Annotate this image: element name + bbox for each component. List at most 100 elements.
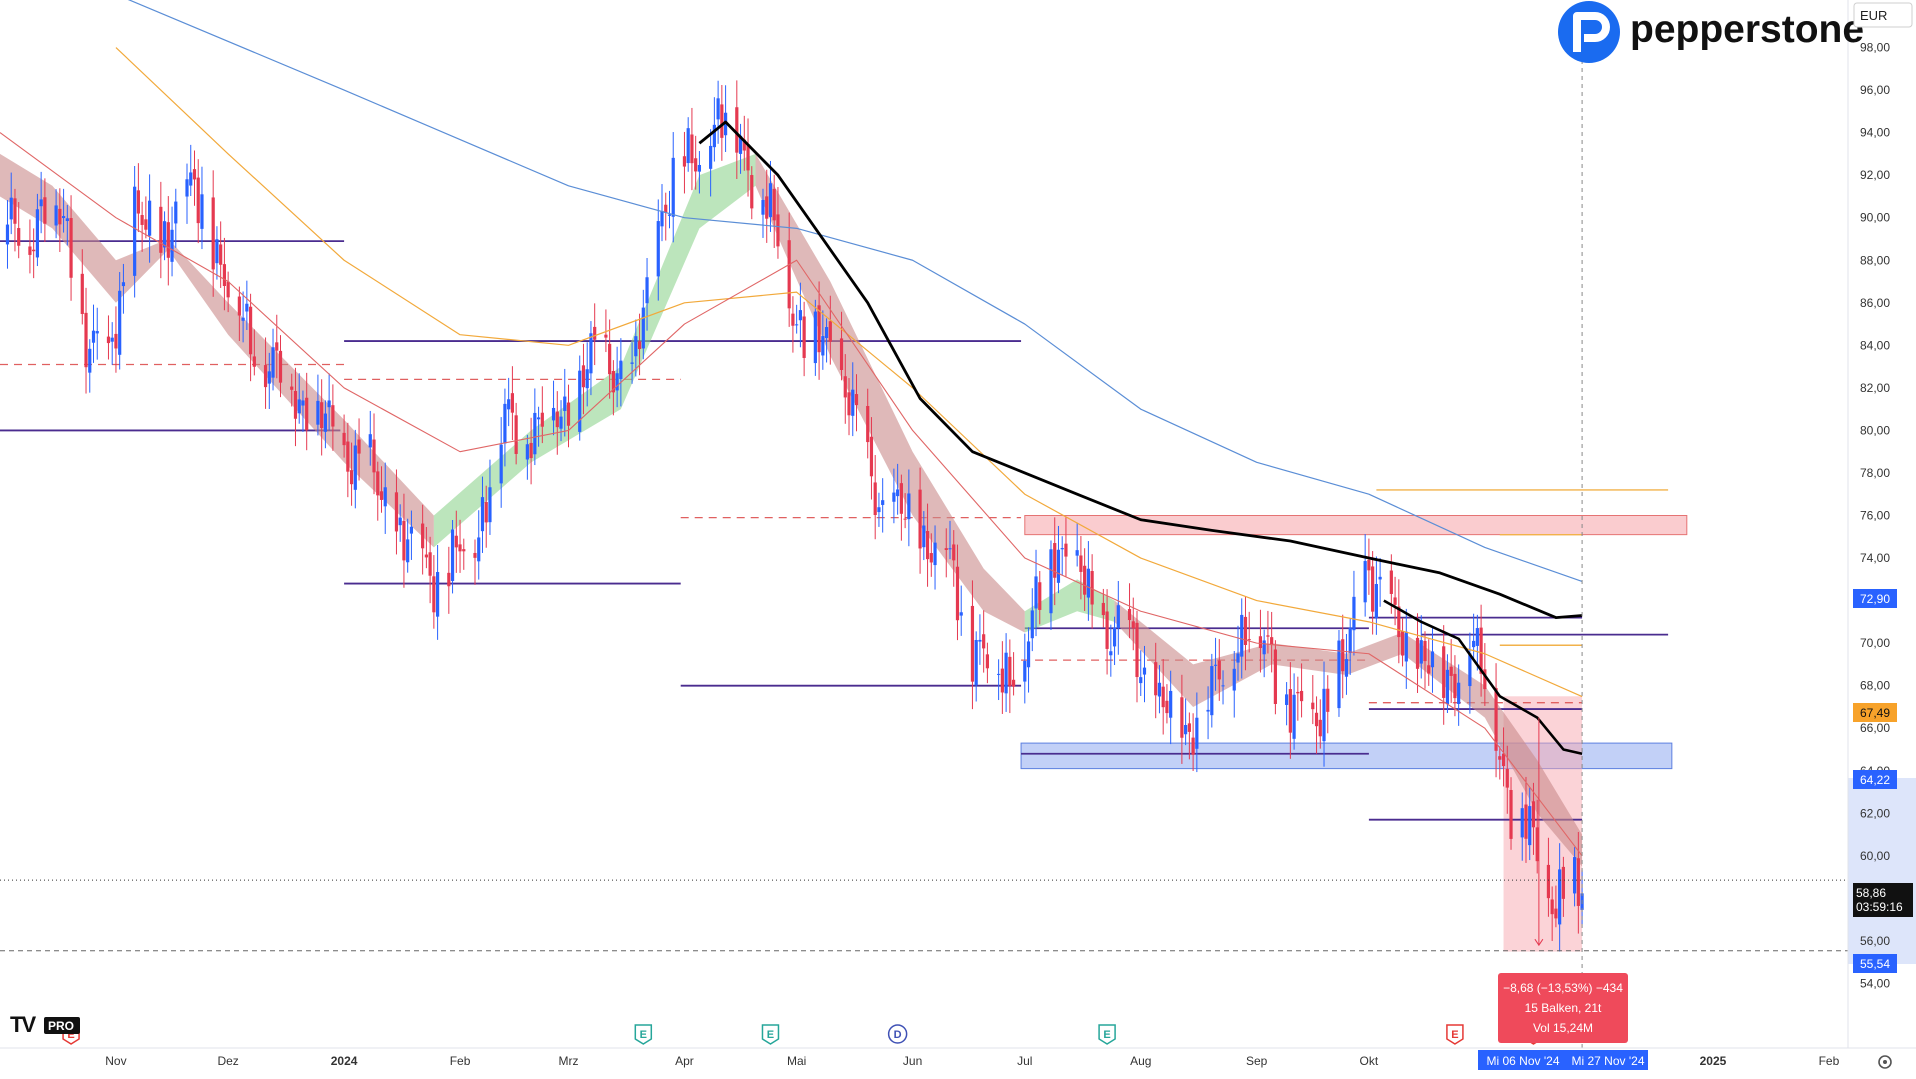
candle-body — [664, 204, 668, 213]
candle-body — [1285, 694, 1289, 705]
candle-body — [1210, 666, 1214, 716]
candle-body — [162, 221, 167, 248]
candle-body — [503, 403, 507, 444]
candle-body — [1576, 858, 1580, 906]
y-tick-label: 74,00 — [1860, 551, 1890, 565]
candle-body — [619, 360, 623, 380]
candle-body — [1341, 639, 1345, 672]
measure-change: −8,68 (−13,53%) −434 — [1503, 981, 1623, 995]
overlay-layer — [0, 60, 1848, 1048]
candle-body — [480, 497, 485, 532]
pepperstone-logo: pepperstone — [1558, 1, 1864, 63]
candle-body — [17, 228, 21, 246]
candle-body — [1311, 702, 1315, 710]
sma-blue-tag — [1853, 589, 1897, 608]
candle-body — [1494, 688, 1498, 751]
candle-body — [525, 444, 529, 460]
candle-body — [1075, 550, 1079, 556]
candle-body — [342, 432, 346, 446]
ma-line-ema_red — [0, 132, 1583, 857]
candle-body — [1213, 664, 1218, 666]
event-marker-letter: E — [767, 1029, 774, 1041]
candle-body — [510, 393, 515, 413]
candle-body — [821, 336, 825, 356]
candle-body — [514, 415, 518, 454]
candle-body — [245, 303, 249, 312]
gear-icon-hub[interactable] — [1883, 1060, 1887, 1064]
candle-body — [1056, 549, 1061, 583]
candle-body — [278, 350, 283, 383]
candle-body — [379, 491, 384, 500]
candle-body — [847, 392, 851, 416]
low-level-tag — [1853, 954, 1897, 973]
candle-body — [450, 529, 455, 581]
tv-pro-label: PRO — [48, 1019, 74, 1033]
candle-body — [39, 199, 43, 207]
candle-body — [1573, 857, 1577, 894]
gear-icon[interactable] — [1878, 1055, 1892, 1069]
candle-body — [795, 324, 799, 326]
candle-body — [346, 441, 350, 472]
y-tick-label: 90,00 — [1860, 211, 1890, 225]
ma-line-black_ma — [698, 120, 1583, 619]
candle-body — [170, 229, 174, 262]
candle-body — [1378, 576, 1382, 580]
gear-icon-ring[interactable] — [1878, 1055, 1892, 1069]
candle-body — [69, 218, 73, 278]
sma-blue-value: 72,90 — [1860, 592, 1890, 606]
candle-body — [28, 246, 32, 255]
pepperstone-logo-icon — [1558, 1, 1620, 63]
candle-body — [9, 197, 13, 220]
candle-body — [1026, 641, 1031, 668]
candle-body — [1165, 700, 1169, 714]
candle-body — [507, 399, 511, 410]
candle-body — [424, 554, 428, 558]
candle-body — [174, 201, 178, 224]
candle-body — [1520, 808, 1524, 838]
candle-body — [1139, 677, 1143, 684]
currency-button[interactable]: EUR — [1853, 2, 1913, 28]
candle-body — [978, 639, 982, 642]
candle-body — [1393, 597, 1397, 605]
candle-body — [1546, 864, 1551, 899]
ribbon-bear-0 — [0, 153, 434, 548]
pepperstone-logo-text: pepperstone — [1630, 8, 1864, 51]
candle-body — [1221, 685, 1225, 687]
candle-body — [65, 218, 69, 222]
low-level-value: 55,54 — [1860, 957, 1890, 971]
candle-body — [1187, 723, 1191, 732]
candle-body — [148, 200, 152, 236]
zone-level-tag — [1853, 770, 1897, 789]
candle-body — [1348, 627, 1352, 654]
y-tick-label: 54,00 — [1860, 976, 1890, 990]
currency-button-box[interactable] — [1853, 2, 1913, 28]
zone-red-0 — [1024, 515, 1688, 536]
candle-body — [1105, 611, 1109, 649]
candle-body — [1236, 653, 1240, 663]
candle-body — [585, 369, 589, 389]
candle-body — [1079, 555, 1083, 572]
y-tick-label: 56,00 — [1860, 934, 1890, 948]
candle-body — [1371, 566, 1375, 612]
y-tick-label: 60,00 — [1860, 849, 1890, 863]
tradingview-logo[interactable]: TV PRO — [10, 1012, 80, 1037]
candle-body — [1258, 636, 1263, 648]
y-tick-label: 82,00 — [1860, 381, 1890, 395]
candle-body — [1180, 697, 1184, 738]
candle-body — [1243, 616, 1248, 645]
candle-body — [869, 436, 874, 477]
candle-body — [1498, 756, 1502, 760]
candle-body — [114, 333, 118, 349]
currency-label[interactable]: EUR — [1860, 8, 1887, 23]
candle-body — [159, 206, 163, 253]
time-axis[interactable]: Nov Dez 2024 Feb Mrz Apr Mai Jun Jul Aug Sep Okt 202… — [0, 1047, 1916, 1068]
x-tick-label: Jul — [1017, 1054, 1032, 1068]
candle-body — [421, 523, 425, 549]
y-tick-label: 62,00 — [1860, 806, 1890, 820]
candle-body — [372, 439, 376, 473]
last-price-value: 58,86 — [1856, 886, 1886, 900]
event-marker-earnings — [1446, 1024, 1464, 1045]
candle-body — [320, 402, 324, 429]
candle-body — [447, 572, 451, 587]
